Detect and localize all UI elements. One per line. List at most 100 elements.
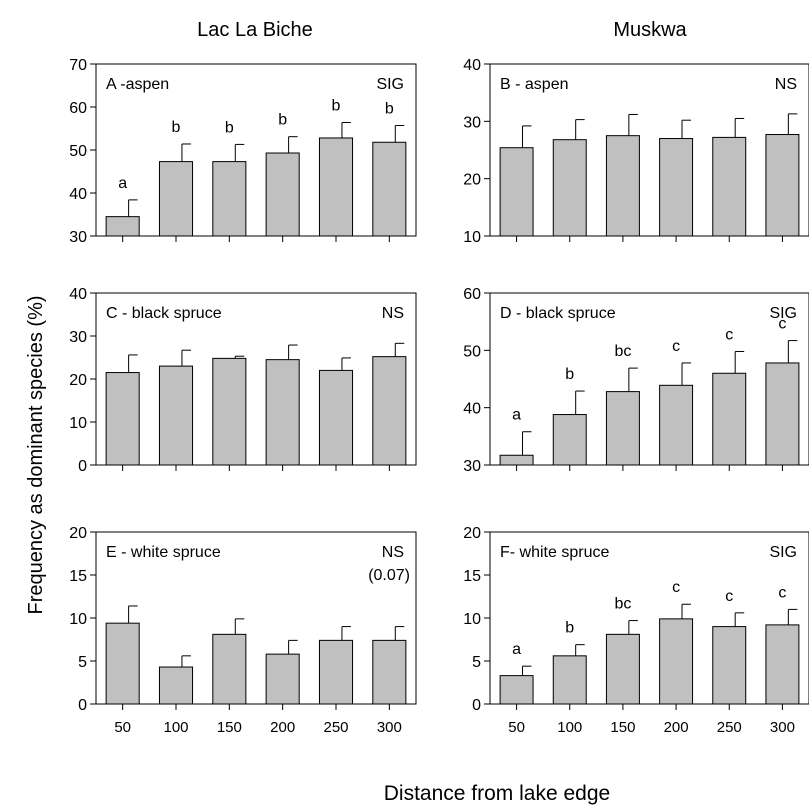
significance-label: NS: [382, 544, 404, 561]
bar: [372, 141, 407, 237]
bar: [212, 633, 247, 705]
bar: [552, 139, 587, 237]
bar: [765, 362, 800, 466]
bar: [499, 147, 534, 237]
bar: [552, 655, 587, 705]
bar: [605, 633, 640, 705]
panel-5: 50 100 150 200 250 300 0 5 10 15 20 E - white spruc…: [69, 525, 417, 736]
significance-letter: b: [565, 366, 574, 383]
x-tick-label: 250: [323, 719, 348, 736]
x-tick-label: 50: [508, 719, 525, 736]
y-tick-label: 10: [463, 611, 481, 628]
x-tick-label: 300: [770, 719, 795, 736]
y-tick-label: 40: [463, 401, 481, 418]
significance-letter: c: [778, 584, 786, 601]
bar: [372, 356, 407, 466]
significance-letter: a: [118, 175, 127, 192]
y-tick-label: 40: [69, 186, 87, 203]
y-tick-label: 30: [463, 114, 481, 131]
bar: [765, 134, 800, 237]
bar: [265, 653, 300, 705]
bar: [158, 365, 194, 466]
bar: [659, 618, 694, 705]
y-tick-label: 5: [472, 654, 481, 671]
panel-label: D - black spruce: [500, 305, 616, 322]
bar: [712, 136, 747, 237]
y-tick-label: 20: [463, 172, 481, 189]
y-tick-label: 15: [69, 568, 87, 585]
significance-letter: c: [672, 579, 680, 596]
y-tick-label: 0: [78, 697, 87, 714]
bar: [265, 359, 300, 466]
y-tick-label: 40: [463, 57, 481, 74]
panel-3: 0 10 20 30 40 C - black spruce NS: [69, 286, 417, 475]
y-tick-label: 30: [463, 458, 481, 475]
significance-note: (0.07): [368, 567, 410, 584]
significance-label: NS: [382, 305, 404, 322]
y-tick-label: 30: [69, 229, 87, 246]
panel-1: a b b b b b 30 40 50 60 70 A -aspen SIG: [69, 57, 417, 246]
y-tick-label: 20: [463, 525, 481, 542]
significance-letter: bc: [614, 596, 631, 613]
y-tick-label: 70: [69, 57, 87, 74]
y-tick-label: 5: [78, 654, 87, 671]
panel-label: C - black spruce: [106, 305, 222, 322]
panel-label: A -aspen: [106, 76, 169, 93]
bar: [158, 666, 194, 705]
bar: [105, 372, 140, 466]
y-tick-label: 0: [472, 697, 481, 714]
panel-label: B - aspen: [500, 76, 568, 93]
significance-label: NS: [775, 76, 797, 93]
y-tick-label: 40: [69, 286, 87, 303]
y-tick-label: 60: [463, 286, 481, 303]
bar: [318, 639, 354, 705]
bar: [552, 414, 587, 466]
y-tick-label: 10: [463, 229, 481, 246]
significance-letter: c: [778, 316, 786, 333]
bar: [265, 152, 300, 237]
significance-letter: c: [672, 338, 680, 355]
y-tick-label: 20: [69, 372, 87, 389]
significance-letter: b: [332, 97, 341, 114]
bar: [765, 624, 800, 705]
bar: [212, 161, 247, 237]
bar: [659, 384, 694, 466]
bar: [318, 137, 354, 237]
significance-letter: bc: [614, 343, 631, 360]
x-tick-label: 100: [557, 719, 582, 736]
bar: [105, 216, 140, 237]
bar: [318, 369, 354, 466]
x-tick-label: 300: [377, 719, 402, 736]
y-tick-label: 50: [463, 343, 481, 360]
x-tick-label: 150: [217, 719, 242, 736]
bar: [105, 622, 140, 705]
bar: [605, 391, 640, 466]
significance-letter: b: [565, 620, 574, 637]
significance-letter: c: [725, 588, 733, 605]
bar: [712, 372, 747, 466]
column-title-right: Muskwa: [613, 19, 687, 41]
significance-letter: c: [725, 326, 733, 343]
bar: [499, 675, 534, 705]
y-tick-label: 30: [69, 329, 87, 346]
x-tick-label: 200: [664, 719, 689, 736]
significance-letter: b: [172, 119, 181, 136]
y-tick-label: 10: [69, 415, 87, 432]
significance-letter: b: [278, 112, 287, 129]
bar: [712, 626, 747, 705]
bar: [605, 135, 640, 237]
bar: [659, 138, 694, 237]
column-title-left: Lac La Biche: [197, 19, 313, 41]
significance-letter: a: [512, 641, 521, 658]
significance-label: SIG: [376, 76, 404, 93]
significance-letter: a: [512, 407, 521, 424]
panel-2: 10 20 30 40 B - aspen NS: [463, 57, 809, 246]
plot-frame: [489, 292, 809, 466]
y-tick-label: 10: [69, 611, 87, 628]
y-tick-label: 60: [69, 100, 87, 117]
y-tick-label: 50: [69, 143, 87, 160]
bar: [158, 161, 194, 237]
x-axis-label: Distance from lake edge: [384, 782, 610, 805]
